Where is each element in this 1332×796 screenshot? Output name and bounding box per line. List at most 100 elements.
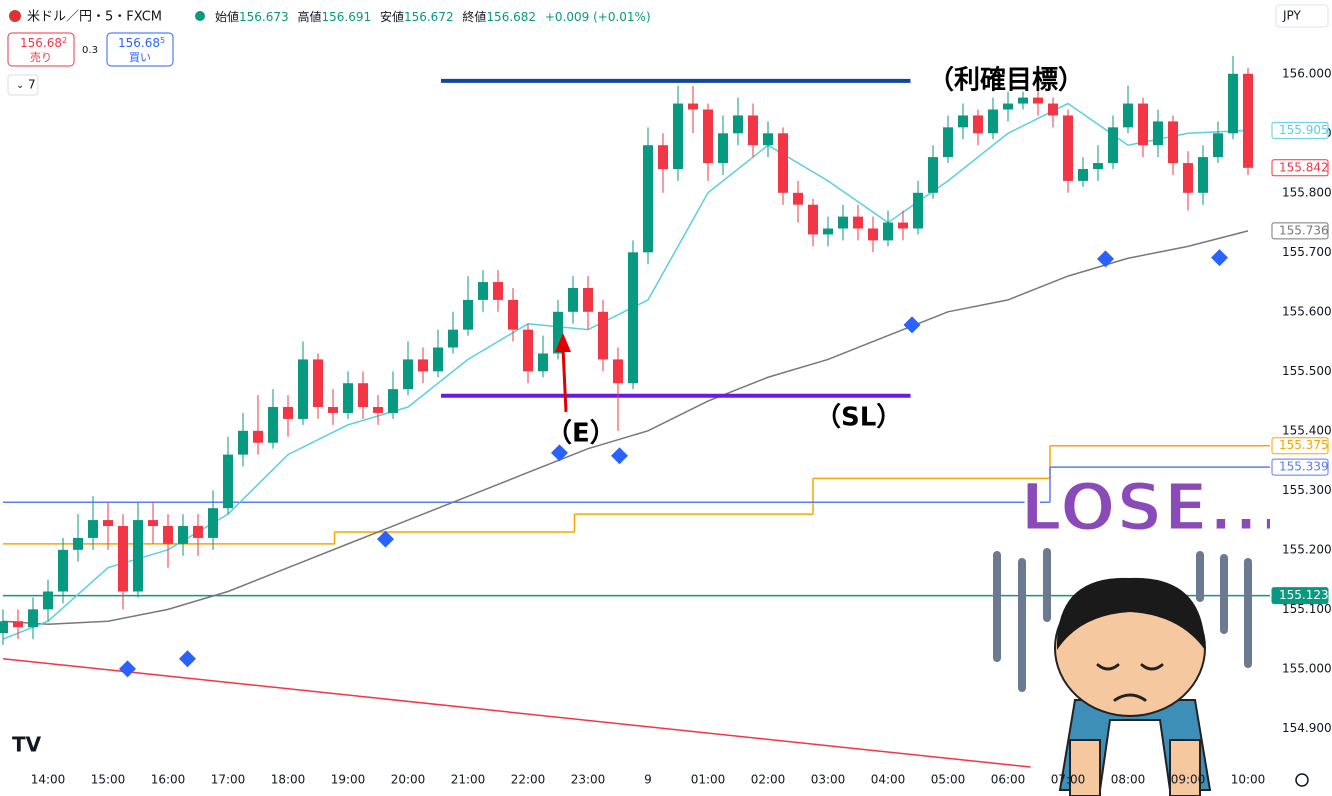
candle-body bbox=[718, 133, 728, 164]
plot-area bbox=[0, 55, 1270, 768]
flag-icon bbox=[9, 10, 21, 22]
toggle-box[interactable] bbox=[7, 74, 39, 96]
currency-button[interactable]: JPY bbox=[1275, 4, 1329, 28]
sell-label: 売り bbox=[30, 51, 52, 64]
candle-body bbox=[283, 407, 293, 419]
indicator-toggle[interactable]: ⌄ 7 bbox=[7, 74, 39, 96]
x-tick-label: 06:00 bbox=[991, 773, 1026, 787]
price-axis-labels: 156.000155.900155.800155.700155.600155.5… bbox=[1271, 66, 1332, 735]
x-tick-label: 17:00 bbox=[211, 773, 246, 787]
candle-body bbox=[193, 526, 203, 538]
candle-body bbox=[898, 222, 908, 229]
signal-marker bbox=[611, 447, 628, 465]
y-tick-label: 155.000 bbox=[1282, 661, 1332, 675]
header-bg bbox=[0, 0, 660, 32]
candle-body bbox=[778, 133, 788, 193]
sell-box[interactable] bbox=[7, 32, 75, 67]
currency-box[interactable] bbox=[1275, 4, 1329, 28]
candle-body bbox=[838, 216, 848, 229]
candle-body bbox=[13, 621, 23, 628]
candle-body bbox=[1183, 163, 1193, 193]
candle-body bbox=[673, 103, 683, 169]
buy-box[interactable] bbox=[106, 32, 174, 67]
candle-body bbox=[148, 520, 158, 527]
hair bbox=[1056, 577, 1205, 650]
x-tick-label: 19:00 bbox=[331, 773, 366, 787]
candle-body bbox=[853, 216, 863, 229]
price-label-box bbox=[1271, 121, 1329, 139]
candle-body bbox=[1153, 121, 1163, 146]
candle-body bbox=[928, 157, 938, 193]
x-tick-label: 14:00 bbox=[31, 773, 66, 787]
price-label: 155.123 bbox=[1279, 588, 1329, 602]
candle-body bbox=[178, 526, 188, 544]
candle-body bbox=[298, 359, 308, 419]
annotation-label: （利確目標） bbox=[928, 65, 1084, 96]
ohlc-label: 終値 bbox=[462, 9, 486, 24]
x-tick-label: 09:00 bbox=[1171, 773, 1206, 787]
y-tick-label: 154.900 bbox=[1282, 721, 1332, 735]
signal-marker bbox=[903, 316, 921, 334]
y-tick-label: 155.700 bbox=[1282, 245, 1332, 259]
y-tick-label: 155.400 bbox=[1282, 423, 1332, 437]
x-tick-label: 15:00 bbox=[91, 773, 126, 787]
candle-body bbox=[1243, 73, 1253, 168]
gloom-lines bbox=[993, 548, 1252, 692]
candle-body bbox=[1033, 97, 1043, 104]
entry-arrow-head bbox=[555, 333, 571, 352]
signal-marker bbox=[119, 660, 136, 678]
candle-body bbox=[1018, 97, 1028, 104]
candle-body bbox=[463, 299, 473, 330]
candle-body bbox=[1063, 115, 1073, 181]
annotation-label: （SL） bbox=[815, 403, 902, 433]
candle-body bbox=[883, 222, 893, 241]
price-label-box bbox=[1271, 159, 1329, 177]
candle-body bbox=[28, 609, 38, 628]
candle-body bbox=[658, 145, 668, 169]
candle-body bbox=[328, 407, 338, 413]
candle-body bbox=[808, 204, 818, 235]
buy-button[interactable]: 156.685 買い bbox=[106, 32, 174, 67]
x-tick-label: 08:00 bbox=[1111, 773, 1146, 787]
x-tick-label: 21:00 bbox=[451, 773, 486, 787]
candle-body bbox=[313, 359, 323, 408]
price-label-box bbox=[1271, 587, 1329, 605]
indicator-line bbox=[2, 657, 1031, 768]
x-tick-label: 03:00 bbox=[811, 773, 846, 787]
candle-body bbox=[0, 621, 8, 634]
candle-body bbox=[868, 228, 878, 241]
y-tick-label: 156.000 bbox=[1282, 66, 1332, 80]
candle-body bbox=[763, 133, 773, 146]
candle-body bbox=[748, 115, 758, 146]
candle-body bbox=[238, 430, 248, 455]
candle-body bbox=[448, 329, 458, 348]
price: 156.68 bbox=[118, 36, 160, 50]
candle-body bbox=[958, 115, 968, 128]
sell-button[interactable]: 156.682 売り bbox=[7, 32, 75, 67]
x-tick-label: 23:00 bbox=[571, 773, 606, 787]
candle-body bbox=[133, 520, 143, 592]
sell-price: 156.682 bbox=[20, 36, 67, 50]
candle-body bbox=[688, 103, 698, 110]
candle-body bbox=[643, 145, 653, 253]
settings-icon[interactable] bbox=[1295, 773, 1309, 787]
x-tick-label: 9 bbox=[644, 773, 652, 787]
spread: 0.3 bbox=[82, 45, 98, 56]
status-dot bbox=[195, 11, 205, 21]
candle-body bbox=[88, 520, 98, 538]
candle-body bbox=[1078, 168, 1088, 181]
chevron: ⌄ bbox=[16, 80, 24, 91]
y-tick-label: 155.800 bbox=[1282, 185, 1332, 199]
x-tick-label: 10:00 bbox=[1231, 773, 1266, 787]
candle-body bbox=[373, 407, 383, 413]
candle-body bbox=[1003, 103, 1013, 110]
candle-body bbox=[208, 508, 218, 538]
candle-body bbox=[943, 127, 953, 158]
y-tick-label: 155.500 bbox=[1282, 364, 1332, 378]
price-axis bbox=[1270, 0, 1332, 796]
candle-body bbox=[253, 430, 263, 443]
candle-body bbox=[913, 192, 923, 229]
price-label: 155.339 bbox=[1279, 460, 1329, 474]
